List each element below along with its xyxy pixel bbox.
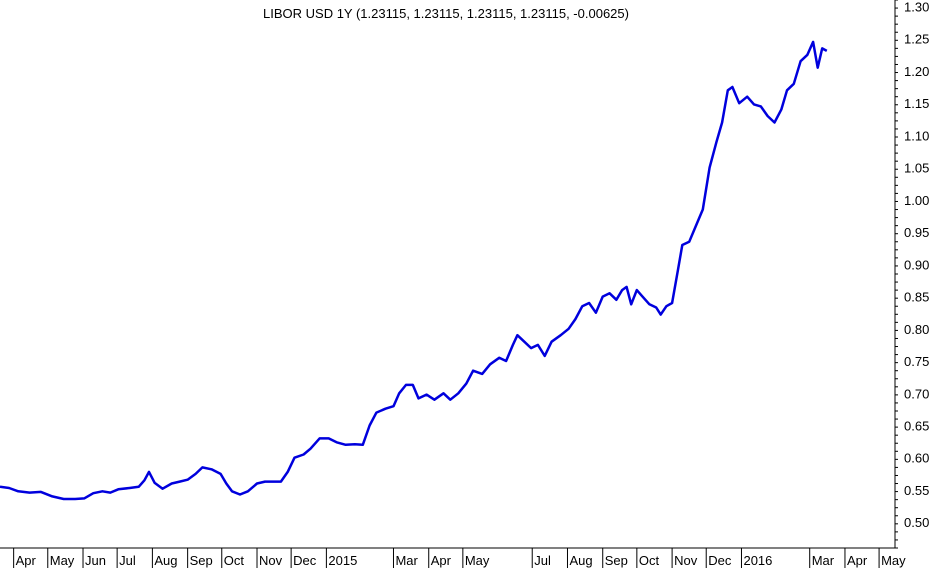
y-tick-label: 1.15 (904, 96, 929, 111)
x-tick-label: Aug (569, 553, 592, 568)
y-tick-label: 0.70 (904, 386, 929, 401)
y-tick-label: 0.55 (904, 483, 929, 498)
x-tick-label: Apr (847, 553, 868, 568)
y-tick-label: 0.90 (904, 257, 929, 272)
y-tick-label: 1.20 (904, 64, 929, 79)
y-tick-label: 0.95 (904, 225, 929, 240)
x-tick-label: Dec (293, 553, 317, 568)
x-tick-label: Jul (119, 553, 136, 568)
y-axis: 0.50 0.55 0.60 0.65 0.70 0.75 0.80 0.85 0.90 0.95… (894, 0, 929, 549)
y-tick-label: 1.05 (904, 161, 929, 176)
x-tick-label: Mar (812, 553, 835, 568)
y-tick-label: 0.75 (904, 354, 929, 369)
y-tick-label: 0.80 (904, 322, 929, 337)
x-tick-label: Sep (605, 553, 628, 568)
x-tick-label: Sep (190, 553, 213, 568)
x-tick-label: Mar (395, 553, 418, 568)
x-tick-label: 2015 (328, 553, 357, 568)
x-tick-label: Apr (431, 553, 452, 568)
x-axis: Apr May Jun Jul Aug Sep Oct Nov Dec 2015 Mar Apr May… (0, 547, 906, 568)
y-tick-label: 0.65 (904, 419, 929, 434)
series-line (0, 40, 828, 501)
x-tick-label: Jul (534, 553, 551, 568)
x-tick-label: Aug (154, 553, 177, 568)
x-tick-label: Oct (639, 553, 660, 568)
x-tick-label: Oct (224, 553, 245, 568)
y-tick-label: 1.30 (904, 0, 929, 14)
x-tick-label: Dec (708, 553, 732, 568)
x-tick-label: May (50, 553, 75, 568)
y-tick-label: 0.50 (904, 515, 929, 530)
y-tick-label: 1.10 (904, 128, 929, 143)
x-tick-label: Jun (85, 553, 106, 568)
x-tick-label: Nov (259, 553, 283, 568)
x-tick-label: Nov (674, 553, 698, 568)
y-tick-label: 1.00 (904, 193, 929, 208)
y-tick-label: 0.60 (904, 451, 929, 466)
x-tick-label: Apr (16, 553, 37, 568)
y-tick-label: 0.85 (904, 290, 929, 305)
y-tick-label: 1.25 (904, 32, 929, 47)
x-tick-label: May (881, 553, 906, 568)
chart-title: LIBOR USD 1Y (1.23115, 1.23115, 1.23115,… (263, 6, 629, 21)
x-tick-label: May (465, 553, 490, 568)
plot-area (0, 40, 828, 501)
x-tick-label: 2016 (743, 553, 772, 568)
